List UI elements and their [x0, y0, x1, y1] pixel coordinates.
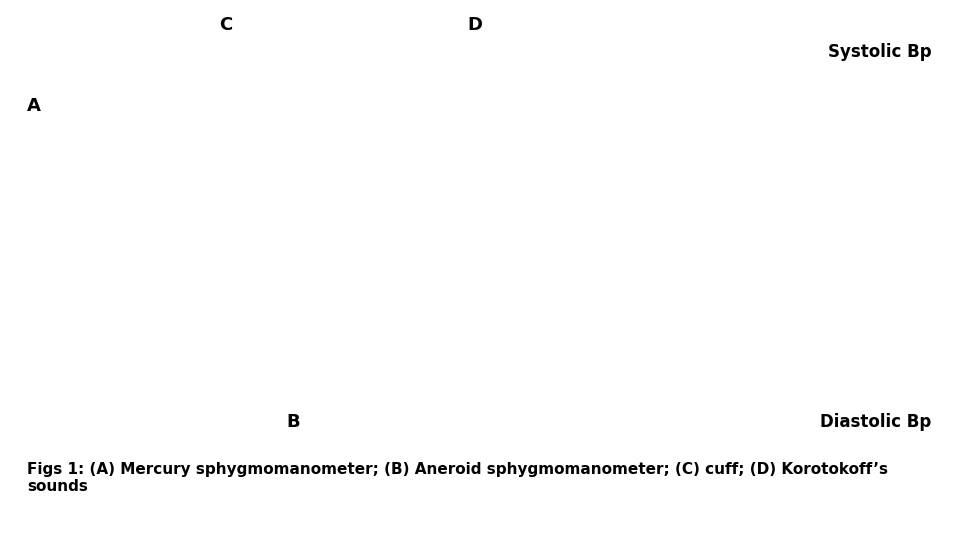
Text: B: B [286, 413, 300, 431]
Text: D: D [468, 16, 483, 34]
Text: Diastolic Bp: Diastolic Bp [820, 413, 931, 431]
Text: A: A [27, 97, 40, 115]
Text: C: C [219, 16, 232, 34]
Text: Systolic Bp: Systolic Bp [828, 43, 931, 61]
Text: Figs 1: (A) Mercury sphygmomanometer; (B) Aneroid sphygmomanometer; (C) cuff; (D: Figs 1: (A) Mercury sphygmomanometer; (B… [27, 462, 888, 494]
